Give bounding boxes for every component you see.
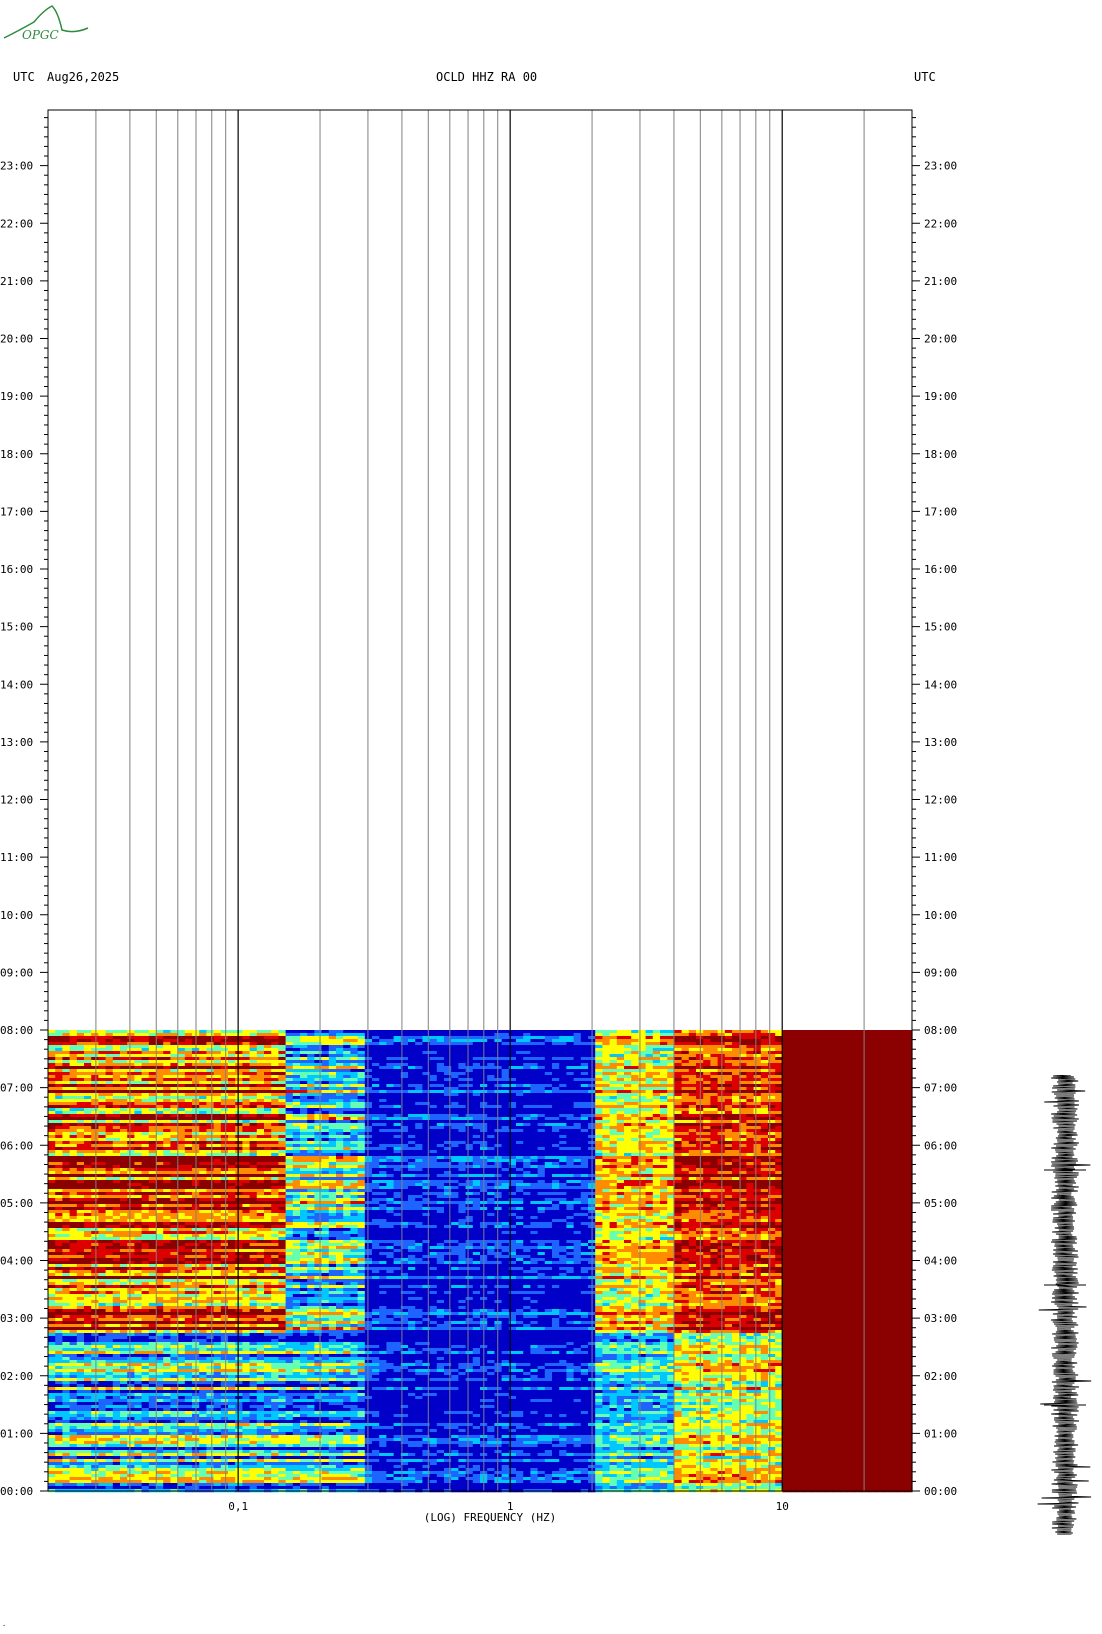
- y-tick-label-right: 11:00: [924, 851, 957, 864]
- header-date: Aug26,2025: [47, 70, 120, 84]
- x-tick-label: 10: [776, 1500, 789, 1513]
- x-axis-label: (LOG) FREQUENCY (HZ): [424, 1511, 556, 1524]
- y-tick-label-left: 22:00: [0, 217, 33, 230]
- opgc-logo: OPGC: [3, 5, 89, 42]
- y-tick-label-right: 21:00: [924, 275, 957, 288]
- logo-swoosh-icon: [3, 5, 89, 39]
- header-right-tz: UTC: [914, 70, 936, 84]
- y-tick-label-left: 06:00: [0, 1139, 33, 1152]
- y-tick-label-right: 15:00: [924, 621, 957, 634]
- footer-mark: ·: [2, 1622, 7, 1630]
- y-tick-label-left: 10:00: [0, 909, 33, 922]
- header-left-tz: UTC: [13, 70, 35, 84]
- y-tick-label-right: 13:00: [924, 736, 957, 749]
- plot-frame: [47, 109, 913, 1492]
- y-tick-label-left: 21:00: [0, 275, 33, 288]
- y-tick-label-left: 08:00: [0, 1024, 33, 1037]
- frequency-axis: 0,1 1 10: [228, 1500, 789, 1513]
- seismogram-waveform: [1037, 1075, 1092, 1535]
- y-tick-label-left: 13:00: [0, 736, 33, 749]
- y-tick-label-left: 16:00: [0, 563, 33, 576]
- y-tick-label-left: 20:00: [0, 333, 33, 346]
- y-tick-label-left: 04:00: [0, 1255, 33, 1268]
- y-tick-label-left: 23:00: [0, 160, 33, 173]
- y-tick-label-right: 17:00: [924, 505, 957, 518]
- y-tick-label-right: 18:00: [924, 448, 957, 461]
- y-tick-label-right: 19:00: [924, 390, 957, 403]
- header-station: OCLD HHZ RA 00: [436, 70, 538, 84]
- y-tick-label-left: 12:00: [0, 794, 33, 807]
- y-tick-label-left: 11:00: [0, 851, 33, 864]
- y-tick-label-left: 02:00: [0, 1370, 33, 1383]
- x-tick-label: 1: [507, 1500, 514, 1513]
- y-tick-label-left: 14:00: [0, 678, 33, 691]
- y-tick-label-left: 00:00: [0, 1485, 33, 1498]
- y-tick-label-left: 01:00: [0, 1427, 33, 1440]
- y-tick-label-right: 04:00: [924, 1255, 957, 1268]
- y-tick-label-right: 08:00: [924, 1024, 957, 1037]
- frequency-grid: [95, 110, 865, 1491]
- y-tick-label-right: 06:00: [924, 1139, 957, 1152]
- y-tick-label-left: 15:00: [0, 621, 33, 634]
- x-tick-label: 0,1: [228, 1500, 248, 1513]
- y-tick-label-right: 02:00: [924, 1370, 957, 1383]
- y-tick-label-left: 07:00: [0, 1082, 33, 1095]
- y-tick-label-right: 03:00: [924, 1312, 957, 1325]
- y-tick-label-right: 22:00: [924, 217, 957, 230]
- time-axis: 23:00 23:00 22:00 22:00 21:00 21:00 20:00 20:00…: [0, 117, 957, 1498]
- y-tick-label-right: 14:00: [924, 678, 957, 691]
- y-tick-label-right: 23:00: [924, 160, 957, 173]
- y-tick-label-right: 10:00: [924, 909, 957, 922]
- y-tick-label-right: 12:00: [924, 794, 957, 807]
- y-tick-label-right: 16:00: [924, 563, 957, 576]
- spectrogram-heatmap: [48, 1030, 913, 1493]
- y-tick-label-left: 03:00: [0, 1312, 33, 1325]
- y-tick-label-right: 00:00: [924, 1485, 957, 1498]
- logo-text: OPGC: [22, 28, 59, 42]
- y-tick-label-right: 01:00: [924, 1427, 957, 1440]
- y-tick-label-right: 20:00: [924, 333, 957, 346]
- y-tick-label-right: 05:00: [924, 1197, 957, 1210]
- y-tick-label-left: 17:00: [0, 505, 33, 518]
- y-tick-label-left: 05:00: [0, 1197, 33, 1210]
- seismogram-trace: [1037, 1075, 1092, 1535]
- y-tick-label-left: 09:00: [0, 966, 33, 979]
- y-tick-label-left: 19:00: [0, 390, 33, 403]
- y-tick-label-right: 07:00: [924, 1082, 957, 1095]
- y-tick-label-right: 09:00: [924, 966, 957, 979]
- y-tick-label-left: 18:00: [0, 448, 33, 461]
